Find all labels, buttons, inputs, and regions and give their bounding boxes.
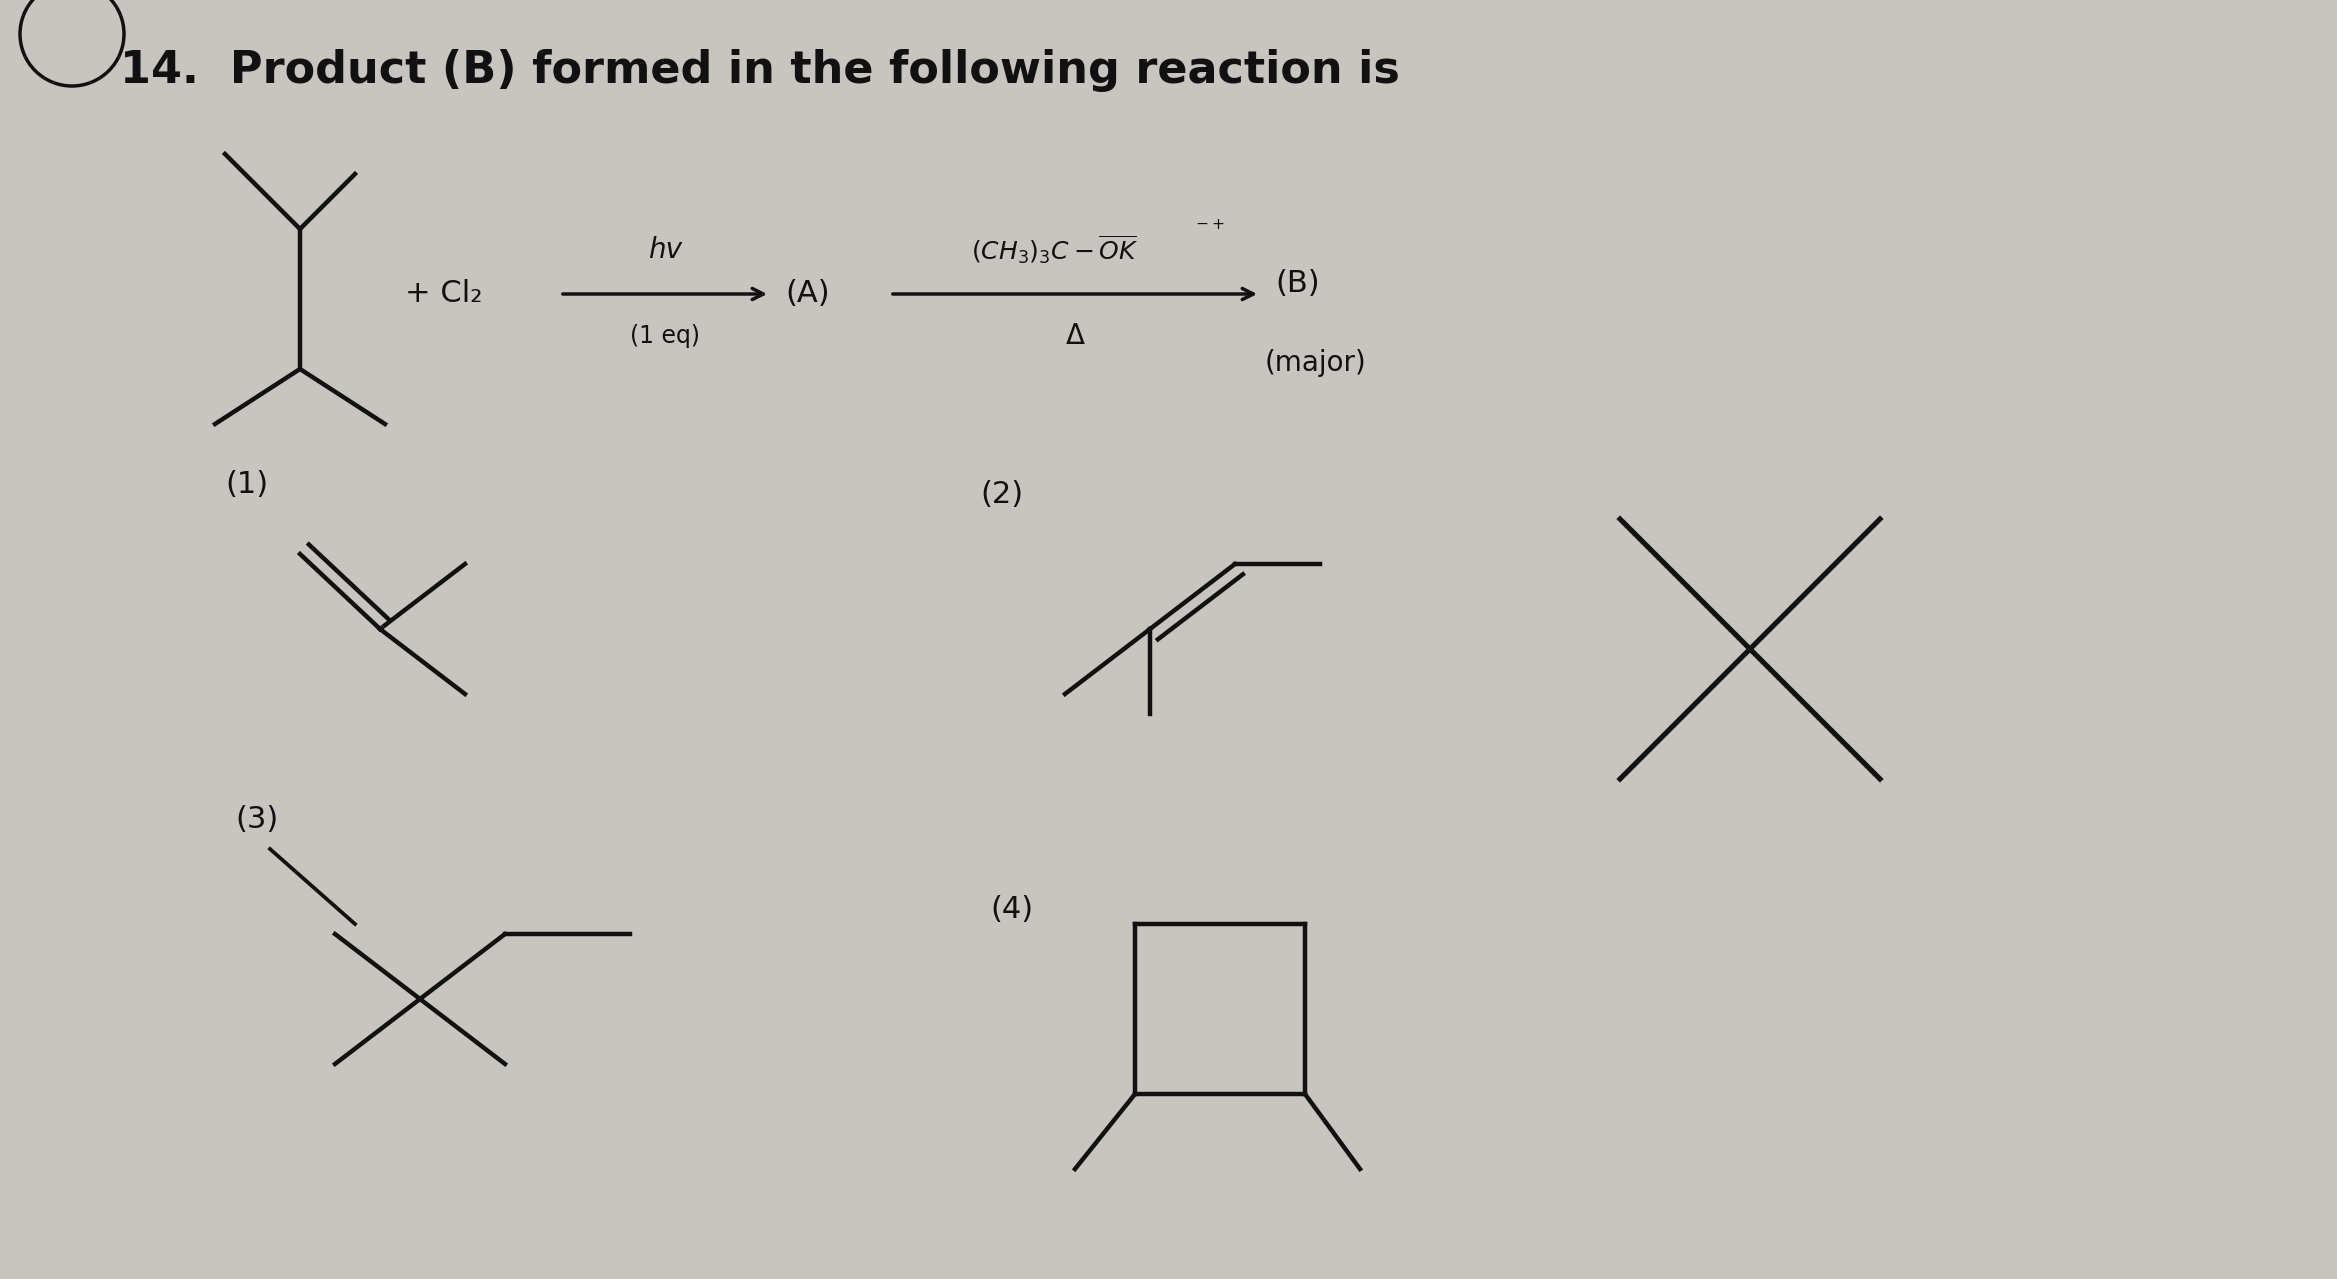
Text: (B): (B) xyxy=(1276,270,1320,298)
Text: (major): (major) xyxy=(1264,349,1367,377)
Text: (3): (3) xyxy=(236,804,278,834)
Text: (2): (2) xyxy=(979,480,1024,509)
Text: + Cl₂: + Cl₂ xyxy=(404,280,481,308)
Text: hv: hv xyxy=(647,237,682,263)
Text: 14.  Product (B) formed in the following reaction is: 14. Product (B) formed in the following … xyxy=(119,49,1400,92)
Text: (1 eq): (1 eq) xyxy=(631,324,701,348)
Text: (A): (A) xyxy=(785,280,830,308)
Text: Δ: Δ xyxy=(1066,322,1084,350)
Text: $^{-+}$: $^{-+}$ xyxy=(1194,219,1225,239)
Text: $(CH_3)_3C-\overline{OK}$: $(CH_3)_3C-\overline{OK}$ xyxy=(972,234,1138,266)
Text: (1): (1) xyxy=(224,469,269,499)
Text: (4): (4) xyxy=(991,895,1033,923)
